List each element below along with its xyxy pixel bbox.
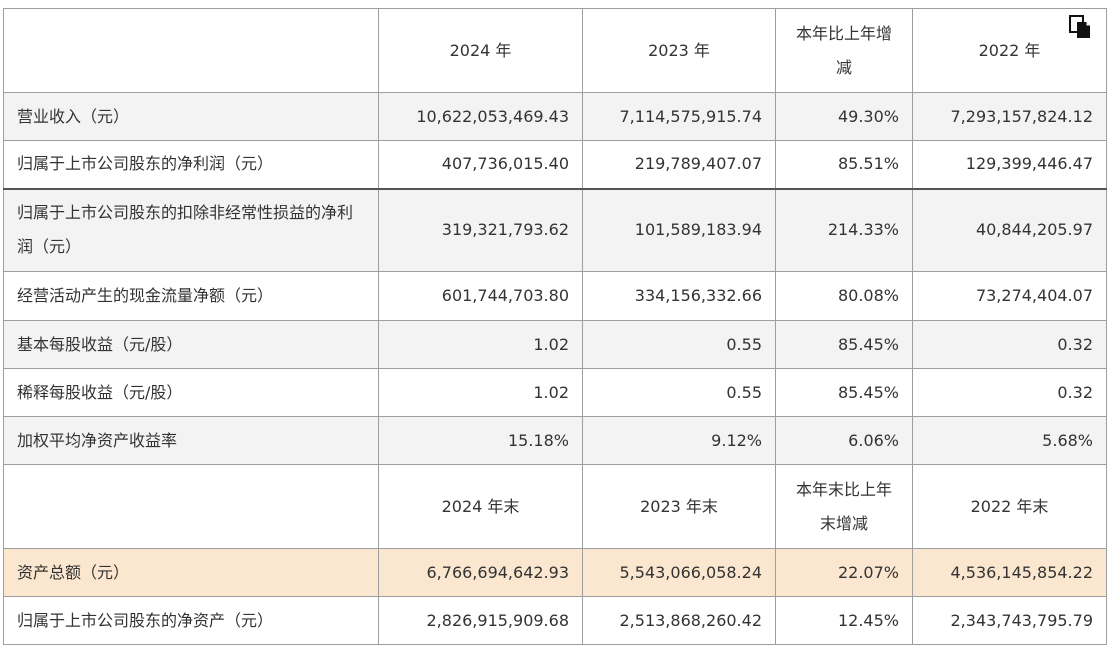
value-2022: 0.32: [912, 320, 1107, 369]
table-row: 经营活动产生的现金流量净额（元） 601,744,703.80 334,156,…: [3, 271, 1107, 321]
value-change: 80.08%: [775, 271, 913, 321]
value-2024: 10,622,053,469.43: [378, 92, 583, 141]
value-2022: 129,399,446.47: [912, 140, 1107, 189]
table-row: 稀释每股收益（元/股） 1.02 0.55 85.45% 0.32: [3, 368, 1107, 417]
table-row: 基本每股收益（元/股） 1.02 0.55 85.45% 0.32: [3, 320, 1107, 369]
row-label: 归属于上市公司股东的扣除非经常性损益的净利润（元）: [3, 187, 379, 272]
value-2022: 5.68%: [912, 416, 1107, 465]
table-header-row: 2024 年末 2023 年末 本年末比上年末增减 2022 年末: [3, 464, 1107, 549]
value-2024: 2,826,915,909.68: [378, 596, 583, 645]
value-change: 22.07%: [775, 548, 913, 597]
value-2024: 407,736,015.40: [378, 140, 583, 189]
value-change: 12.45%: [775, 596, 913, 645]
value-change: 85.51%: [775, 140, 913, 189]
header-empty-cell: [3, 8, 379, 93]
row-label: 营业收入（元）: [3, 92, 379, 141]
table-row: 归属于上市公司股东的净利润（元） 407,736,015.40 219,789,…: [3, 140, 1107, 189]
header-2022-end: 2022 年末: [912, 464, 1107, 549]
table-header-row: 2024 年 2023 年 本年比上年增减 2022 年: [3, 8, 1107, 93]
row-label: 资产总额（元）: [3, 548, 379, 597]
value-2024: 1.02: [378, 368, 583, 417]
value-2022: 7,293,157,824.12: [912, 92, 1107, 141]
table-row: 加权平均净资产收益率 15.18% 9.12% 6.06% 5.68%: [3, 416, 1107, 465]
value-2022: 4,536,145,854.22: [912, 548, 1107, 597]
copy-icon[interactable]: [1069, 15, 1091, 39]
value-2024: 15.18%: [378, 416, 583, 465]
key-financial-data-table: 2024 年 2023 年 本年比上年增减 2022 年 营业收入（元） 10,…: [3, 8, 1107, 645]
value-2022: 73,274,404.07: [912, 271, 1107, 321]
header-2024: 2024 年: [378, 8, 583, 93]
value-2024: 1.02: [378, 320, 583, 369]
header-change: 本年比上年增减: [775, 8, 913, 93]
value-2023: 219,789,407.07: [582, 140, 776, 189]
value-change: 49.30%: [775, 92, 913, 141]
value-2023: 0.55: [582, 320, 776, 369]
value-2022: 2,343,743,795.79: [912, 596, 1107, 645]
value-2023: 2,513,868,260.42: [582, 596, 776, 645]
value-2024: 319,321,793.62: [378, 187, 583, 272]
row-label: 归属于上市公司股东的净资产（元）: [3, 596, 379, 645]
value-2023: 334,156,332.66: [582, 271, 776, 321]
value-2022: 0.32: [912, 368, 1107, 417]
row-label: 基本每股收益（元/股）: [3, 320, 379, 369]
row-label: 稀释每股收益（元/股）: [3, 368, 379, 417]
value-change: 214.33%: [775, 187, 913, 272]
value-2024: 601,744,703.80: [378, 271, 583, 321]
value-2022: 40,844,205.97: [912, 187, 1107, 272]
row-label: 经营活动产生的现金流量净额（元）: [3, 271, 379, 321]
value-change: 85.45%: [775, 368, 913, 417]
value-2023: 0.55: [582, 368, 776, 417]
value-change: 6.06%: [775, 416, 913, 465]
header-2024-end: 2024 年末: [378, 464, 583, 549]
header-2023: 2023 年: [582, 8, 776, 93]
value-2024: 6,766,694,642.93: [378, 548, 583, 597]
table-row: 归属于上市公司股东的扣除非经常性损益的净利润（元） 319,321,793.62…: [3, 187, 1107, 272]
table-row: 营业收入（元） 10,622,053,469.43 7,114,575,915.…: [3, 92, 1107, 141]
table-row: 资产总额（元） 6,766,694,642.93 5,543,066,058.2…: [3, 548, 1107, 597]
value-2023: 7,114,575,915.74: [582, 92, 776, 141]
header-empty-cell: [3, 464, 379, 549]
header-2023-end: 2023 年末: [582, 464, 776, 549]
value-2023: 101,589,183.94: [582, 187, 776, 272]
row-label: 归属于上市公司股东的净利润（元）: [3, 140, 379, 189]
value-2023: 9.12%: [582, 416, 776, 465]
row-label: 加权平均净资产收益率: [3, 416, 379, 465]
value-change: 85.45%: [775, 320, 913, 369]
table-row: 归属于上市公司股东的净资产（元） 2,826,915,909.68 2,513,…: [3, 596, 1107, 645]
value-2023: 5,543,066,058.24: [582, 548, 776, 597]
header-change-end: 本年末比上年末增减: [775, 464, 913, 549]
